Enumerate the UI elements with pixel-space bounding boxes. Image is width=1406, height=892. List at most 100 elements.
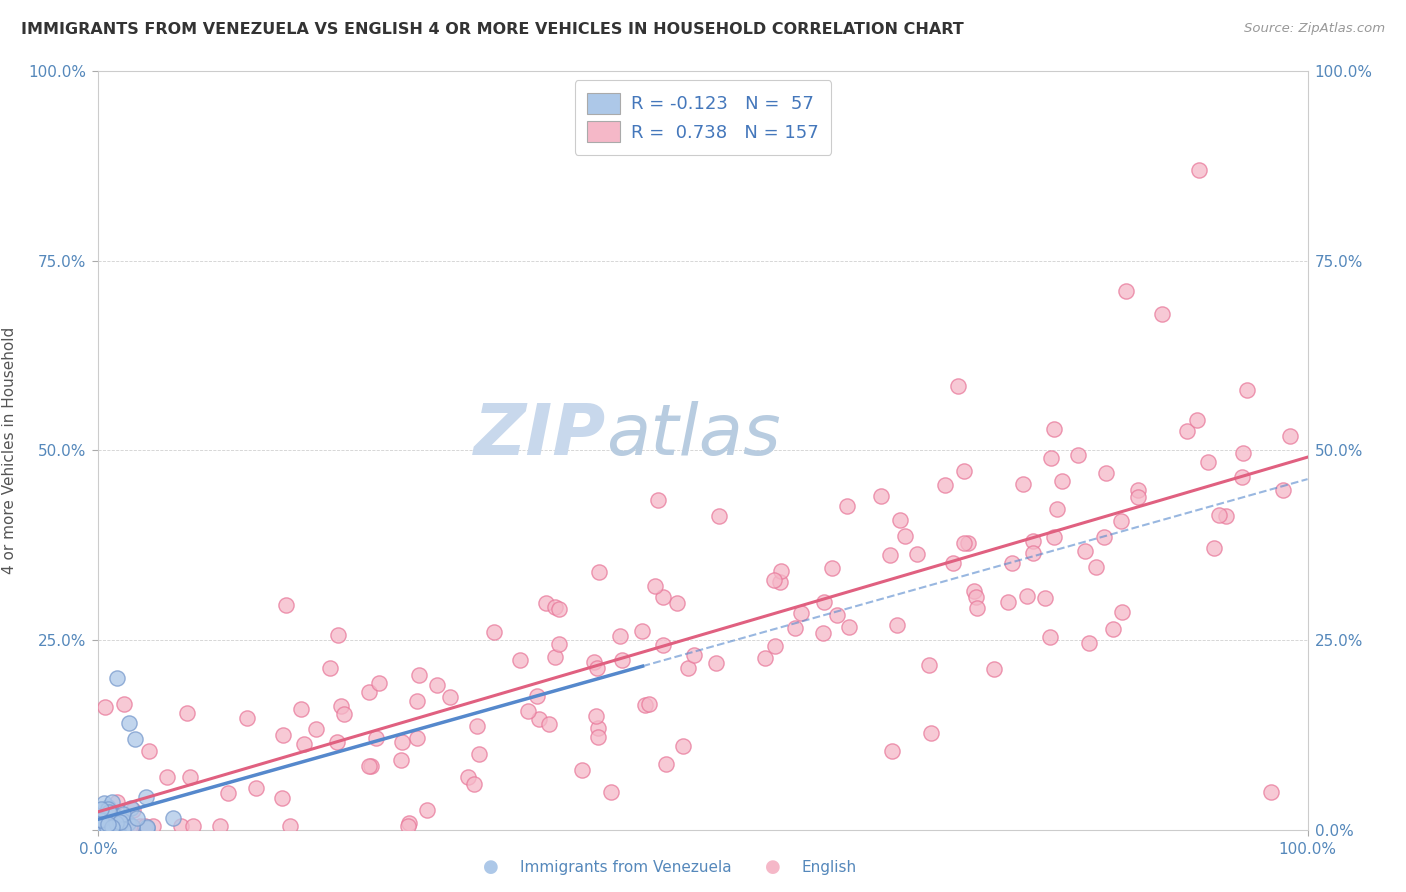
Point: [1074, 544, 1097, 558]
Point: [1039, 450, 1062, 465]
Point: [769, 574, 792, 589]
Point: [89, 803, 111, 817]
Point: [357, 685, 380, 699]
Point: [544, 649, 567, 664]
Point: [934, 478, 956, 492]
Point: [357, 759, 380, 773]
Point: [108, 814, 131, 829]
Point: [963, 583, 986, 598]
Point: [811, 625, 834, 640]
Point: [527, 712, 550, 726]
Point: [997, 595, 1019, 609]
Point: [704, 656, 727, 670]
Text: Source: ZipAtlas.com: Source: ZipAtlas.com: [1244, 22, 1385, 36]
Point: [368, 675, 391, 690]
Point: [707, 508, 730, 523]
Point: [112, 697, 135, 711]
Point: [97, 817, 120, 831]
Point: [583, 655, 606, 669]
Point: [763, 639, 786, 653]
Point: [957, 536, 980, 550]
Point: [948, 379, 970, 393]
Point: [870, 489, 893, 503]
Point: [652, 638, 675, 652]
Point: [1017, 589, 1039, 603]
Point: [665, 596, 688, 610]
Point: [571, 763, 593, 777]
Point: [482, 625, 505, 640]
Point: [100, 795, 122, 809]
Point: [120, 800, 142, 814]
Point: [87, 814, 110, 828]
Text: atlas: atlas: [606, 401, 780, 470]
Point: [672, 739, 695, 753]
Point: [1215, 508, 1237, 523]
Point: [97, 808, 120, 822]
Point: [783, 621, 806, 635]
Point: [120, 819, 142, 833]
Point: [886, 618, 908, 632]
Point: [103, 808, 125, 822]
Point: [181, 819, 204, 833]
Point: [770, 564, 793, 578]
Point: [1111, 606, 1133, 620]
Point: [90, 818, 112, 832]
Point: [103, 808, 125, 822]
Text: English: English: [801, 860, 856, 874]
Point: [278, 819, 301, 833]
Point: [647, 492, 669, 507]
Point: [93, 816, 115, 830]
Point: [156, 770, 179, 784]
Point: [1126, 483, 1149, 497]
Point: [97, 802, 120, 816]
Point: [89, 821, 111, 835]
Point: [609, 629, 631, 643]
Point: [111, 822, 134, 836]
Point: [97, 822, 120, 836]
Point: [538, 716, 561, 731]
Point: [1094, 466, 1116, 480]
Point: [813, 594, 835, 608]
Point: [135, 821, 157, 835]
Point: [89, 822, 111, 836]
Point: [965, 590, 987, 604]
Point: [548, 637, 571, 651]
Point: [467, 747, 489, 761]
Point: [1033, 591, 1056, 606]
Point: [333, 706, 356, 721]
Point: [1185, 413, 1208, 427]
Point: [1067, 448, 1090, 462]
Point: [96, 815, 118, 830]
Point: [90, 820, 112, 834]
Point: [96, 821, 118, 835]
Point: [90, 812, 112, 826]
Point: [406, 731, 429, 745]
Point: [103, 819, 125, 833]
Point: [121, 819, 143, 833]
Text: ●: ●: [484, 858, 499, 876]
Point: [416, 803, 439, 817]
Point: [105, 671, 128, 685]
Point: [87, 819, 110, 833]
Point: [118, 716, 141, 731]
Point: [97, 800, 120, 814]
Point: [610, 653, 633, 667]
Point: [631, 624, 654, 638]
Point: [107, 814, 129, 829]
Point: [1115, 285, 1137, 299]
Point: [90, 801, 112, 815]
Point: [117, 816, 139, 830]
Point: [516, 704, 538, 718]
Point: [905, 547, 928, 561]
Point: [893, 529, 915, 543]
Point: [754, 651, 776, 665]
Point: [1043, 530, 1066, 544]
Point: [105, 795, 128, 809]
Point: [509, 653, 531, 667]
Point: [1012, 476, 1035, 491]
Point: [966, 601, 988, 615]
Point: [465, 719, 488, 733]
Point: [880, 744, 903, 758]
Point: [463, 777, 485, 791]
Text: ZIP: ZIP: [474, 401, 606, 470]
